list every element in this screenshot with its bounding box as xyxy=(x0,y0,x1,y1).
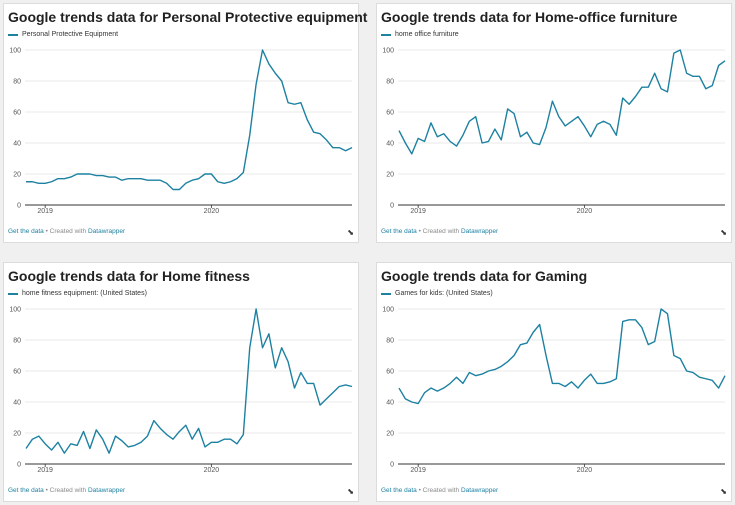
created-with-text: • Created with xyxy=(416,487,461,494)
legend-swatch xyxy=(381,292,391,295)
y-tick-label: 80 xyxy=(386,79,394,86)
created-with-text: • Created with xyxy=(43,228,88,235)
expand-arrow-icon[interactable]: ⬊ xyxy=(720,228,727,237)
expand-arrow-icon[interactable]: ⬊ xyxy=(347,487,354,496)
legend-swatch xyxy=(381,33,391,36)
created-with-text: • Created with xyxy=(416,228,461,235)
x-tick-label: 2019 xyxy=(37,467,53,474)
x-tick-label: 2020 xyxy=(577,467,593,474)
series-line xyxy=(26,49,353,191)
y-tick-label: 60 xyxy=(386,369,394,376)
y-tick-label: 100 xyxy=(382,48,394,55)
y-tick-label: 100 xyxy=(9,48,21,55)
y-tick-label: 100 xyxy=(382,307,394,314)
chart-title: Google trends data for Personal Protecti… xyxy=(8,9,368,25)
y-tick-label: 40 xyxy=(13,400,21,407)
footer: Get the data • Created with Datawrapper xyxy=(8,228,125,235)
legend-label: Games for kids: (United States) xyxy=(395,290,493,297)
line-chart: 0 20 40 60 80 100 2019 2020 xyxy=(382,307,726,474)
y-tick-label: 0 xyxy=(17,462,21,469)
chart-panel: Google trends data for Gaming Games for … xyxy=(376,262,732,502)
y-tick-label: 80 xyxy=(13,79,21,86)
datawrapper-link[interactable]: Datawrapper xyxy=(87,487,126,494)
datawrapper-link[interactable]: Datawrapper xyxy=(460,228,499,235)
x-tick-label: 2020 xyxy=(204,467,220,474)
legend-label: Personal Protective Equipment xyxy=(22,31,119,38)
y-tick-label: 20 xyxy=(13,172,21,179)
get-data-link[interactable]: Get the data xyxy=(381,487,417,494)
y-tick-label: 40 xyxy=(386,400,394,407)
legend-entry: Games for kids: (United States) xyxy=(381,290,493,297)
x-tick-label: 2019 xyxy=(410,467,426,474)
footer: Get the data • Created with Datawrapper xyxy=(381,487,498,494)
y-tick-label: 60 xyxy=(13,110,21,117)
line-chart: 0 20 40 60 80 100 2019 2020 xyxy=(9,307,353,474)
datawrapper-link[interactable]: Datawrapper xyxy=(460,487,499,494)
chart-panel: Google trends data for Personal Protecti… xyxy=(3,3,367,243)
y-tick-label: 0 xyxy=(17,203,21,210)
legend-entry: home fitness equipment: (United States) xyxy=(8,290,147,297)
legend-entry: Personal Protective Equipment xyxy=(8,31,118,38)
get-data-link[interactable]: Get the data xyxy=(8,487,44,494)
x-tick-label: 2020 xyxy=(204,208,220,215)
y-tick-label: 80 xyxy=(386,338,394,345)
y-tick-label: 40 xyxy=(13,141,21,148)
y-tick-label: 0 xyxy=(390,462,394,469)
chart-panel: Google trends data for Home-office furni… xyxy=(376,3,732,243)
series-line xyxy=(398,308,726,405)
y-tick-label: 80 xyxy=(13,338,21,345)
y-tick-label: 20 xyxy=(13,431,21,438)
footer: Get the data • Created with Datawrapper xyxy=(8,487,125,494)
y-tick-label: 20 xyxy=(386,172,394,179)
x-tick-label: 2019 xyxy=(410,208,426,215)
expand-arrow-icon[interactable]: ⬊ xyxy=(347,228,354,237)
x-tick-label: 2019 xyxy=(37,208,53,215)
legend-label: home fitness equipment: (United States) xyxy=(22,290,147,297)
legend-swatch xyxy=(8,33,18,36)
footer: Get the data • Created with Datawrapper xyxy=(381,228,498,235)
legend-entry: home office furniture xyxy=(381,31,459,38)
x-tick-label: 2020 xyxy=(577,208,593,215)
created-with-text: • Created with xyxy=(43,487,88,494)
get-data-link[interactable]: Get the data xyxy=(8,228,44,235)
legend-swatch xyxy=(8,292,18,295)
chart-title: Google trends data for Home fitness xyxy=(8,268,250,284)
line-chart: 0 20 40 60 80 100 2019 2020 xyxy=(382,48,726,215)
legend-label: home office furniture xyxy=(395,31,459,38)
chart-panel: Google trends data for Home fitness home… xyxy=(3,262,359,502)
y-tick-label: 20 xyxy=(386,431,394,438)
get-data-link[interactable]: Get the data xyxy=(381,228,417,235)
chart-title: Google trends data for Gaming xyxy=(381,268,588,284)
y-tick-label: 60 xyxy=(13,369,21,376)
y-tick-label: 100 xyxy=(9,307,21,314)
series-line xyxy=(25,308,353,454)
y-tick-label: 60 xyxy=(386,110,394,117)
chart-title: Google trends data for Home-office furni… xyxy=(381,9,678,25)
y-tick-label: 0 xyxy=(390,203,394,210)
y-tick-label: 40 xyxy=(386,141,394,148)
datawrapper-link[interactable]: Datawrapper xyxy=(87,228,126,235)
line-chart: 0 20 40 60 80 100 2019 2020 xyxy=(9,48,353,215)
series-line xyxy=(398,49,726,155)
expand-arrow-icon[interactable]: ⬊ xyxy=(720,487,727,496)
